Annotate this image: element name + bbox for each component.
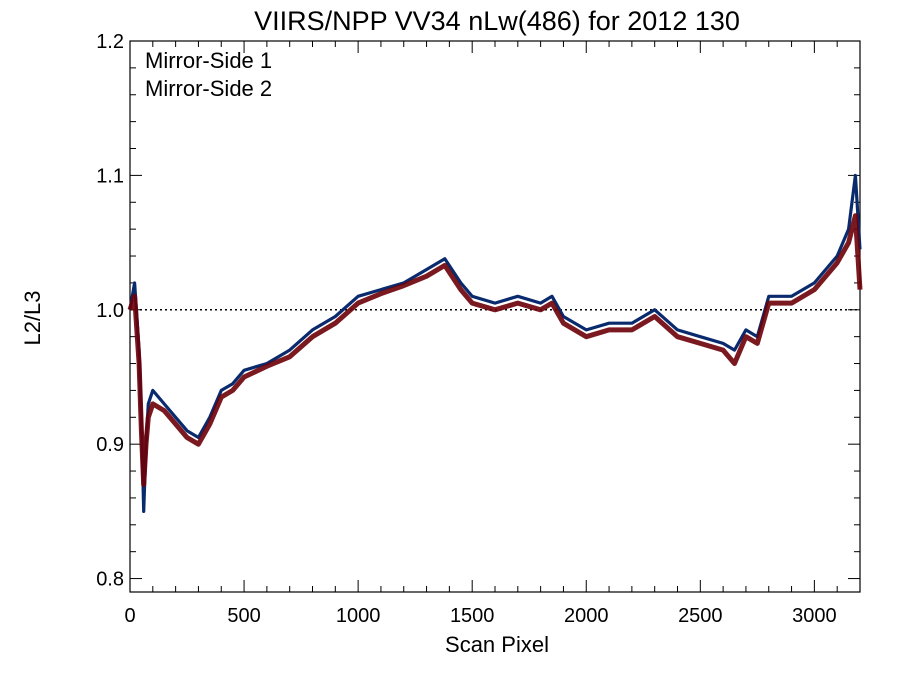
x-tick-label: 2000: [564, 605, 609, 627]
legend: Mirror-Side 1 Mirror-Side 2: [145, 48, 272, 101]
x-tick-label: 1000: [336, 605, 381, 627]
x-axis-label: Scan Pixel: [445, 632, 549, 657]
y-tick-label: 1.1: [96, 165, 124, 187]
x-tick-label: 2500: [678, 605, 723, 627]
plot-frame: [129, 40, 861, 593]
legend-entry-mirror-side-2: Mirror-Side 2: [145, 76, 272, 101]
x-tick-label: 0: [124, 605, 135, 627]
y-tick-label: 1.2: [96, 31, 124, 53]
plot-area: 0 500 1000 1500 2000 2500 3000 0.8 0.9 1.0 1.1 1.2: [96, 31, 863, 627]
y-tick-label: 0.8: [96, 569, 124, 591]
x-tick-label: 3000: [792, 605, 837, 627]
series-line-2: [127, 213, 863, 487]
chart-title: VIIRS/NPP VV34 nLw(486) for 2012 130: [254, 6, 740, 36]
y-tick-label: 1.0: [96, 300, 124, 322]
series-line-1: [128, 173, 862, 513]
y-axis-label: L2/L3: [20, 290, 45, 345]
legend-entry-mirror-side-1: Mirror-Side 1: [145, 48, 272, 73]
x-tick-label: 500: [227, 605, 260, 627]
y-tick-label: 0.9: [96, 434, 124, 456]
x-tick-label: 1500: [450, 605, 495, 627]
